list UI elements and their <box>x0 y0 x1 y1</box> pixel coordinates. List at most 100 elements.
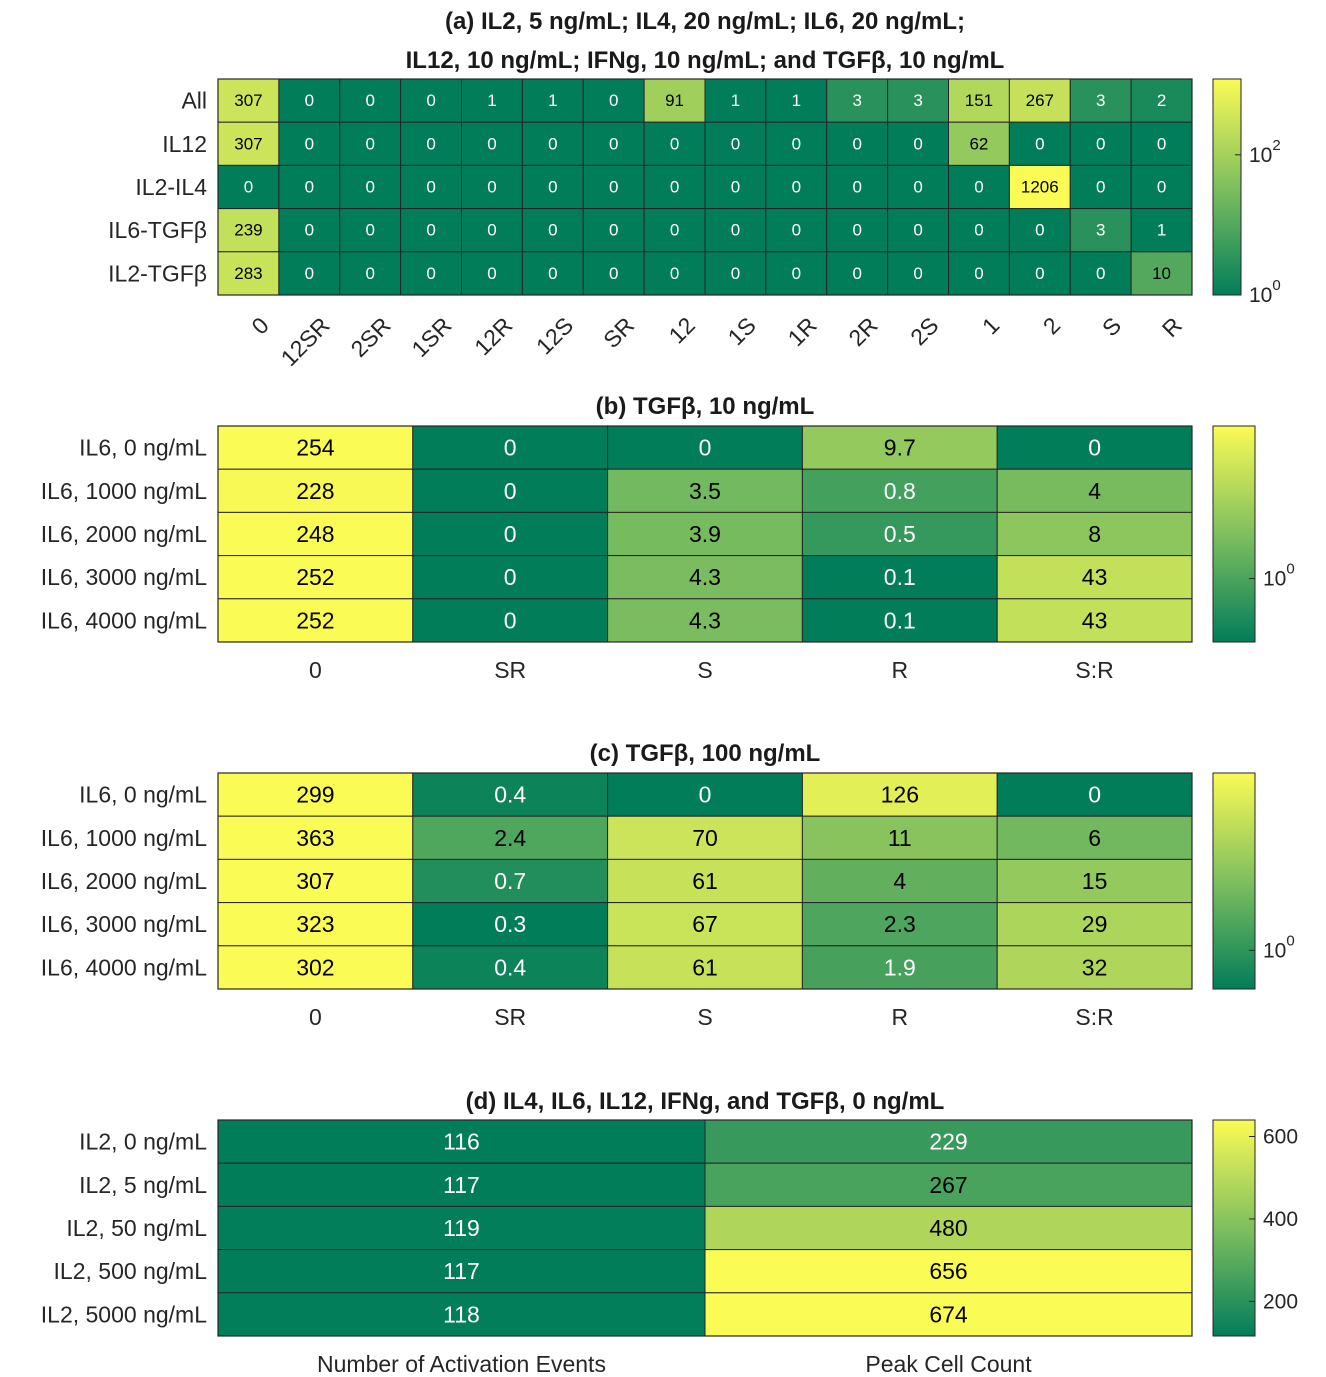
cell-label: 4.3 <box>689 564 721 590</box>
colorbar-tick-label: 100 <box>1263 932 1295 962</box>
row-label: IL2, 5000 ng/mL <box>41 1301 207 1327</box>
chart-title: (a) IL2, 5 ng/mL; IL4, 20 ng/mL; IL6, 20… <box>445 8 965 35</box>
cell-label: 118 <box>443 1301 480 1327</box>
cell-label: 0 <box>426 91 435 110</box>
cell-label: 0 <box>609 134 618 153</box>
heatmap-cell <box>1069 251 1132 296</box>
cell-label: 0.4 <box>494 954 526 980</box>
heatmap-cell <box>217 511 414 557</box>
cell-label: 0 <box>731 178 740 197</box>
heatmap-frame <box>217 1119 1193 1337</box>
row-label: IL2, 5 ng/mL <box>79 1172 207 1198</box>
cell-label: 0 <box>731 221 740 240</box>
cell-label: 1 <box>487 91 496 110</box>
heatmap-cell <box>801 815 998 860</box>
cell-label: 0.8 <box>884 478 916 504</box>
cell-label: 0 <box>504 521 517 547</box>
heatmap-cell <box>278 251 341 296</box>
row-label: IL6-TGFβ <box>108 217 207 243</box>
colorbar <box>1212 1119 1256 1337</box>
column-label: 12S <box>531 312 578 359</box>
column-label: S:R <box>1075 1004 1113 1030</box>
row-label: IL2-IL4 <box>135 174 207 200</box>
cell-label: 1.9 <box>884 954 916 980</box>
heatmap-cell <box>887 78 949 123</box>
cell-label: 0 <box>670 221 679 240</box>
cell-label: 363 <box>296 825 334 851</box>
cell-label: 2.4 <box>494 825 526 851</box>
cell-label: 0 <box>426 264 435 283</box>
row-label: All <box>181 88 207 114</box>
row-label: IL12 <box>162 131 207 157</box>
cell-label: 0 <box>699 435 712 461</box>
heatmap-cell <box>461 164 523 210</box>
row-label: IL6, 1000 ng/mL <box>41 478 207 504</box>
cell-label: 0 <box>426 178 435 197</box>
cell-label: 2 <box>1157 91 1166 110</box>
heatmap-cell <box>461 121 523 166</box>
colorbar <box>1212 772 1256 990</box>
heatmap-cell <box>339 251 402 296</box>
column-label: 1 <box>977 312 1004 339</box>
cell-label: 656 <box>929 1258 967 1284</box>
cell-label: 0.7 <box>494 868 526 894</box>
cell-label: 0 <box>305 91 314 110</box>
heatmap-cell <box>217 858 414 904</box>
cell-label: 43 <box>1082 607 1108 633</box>
heatmap-cell <box>826 121 889 166</box>
heatmap-cell <box>765 251 828 296</box>
cell-label: 0 <box>1035 134 1044 153</box>
heatmap-cell <box>801 858 998 904</box>
cell-label: 0 <box>365 221 374 240</box>
cell-label: 0 <box>487 264 496 283</box>
cell-label: 0 <box>731 264 740 283</box>
heatmap-cell <box>765 78 828 123</box>
row-label: IL2-TGFβ <box>108 260 207 286</box>
heatmap-cell <box>948 251 1010 296</box>
heatmap-cell <box>217 945 414 990</box>
cell-label: 0 <box>609 91 618 110</box>
heatmap-cell <box>765 164 828 210</box>
heatmap-cell <box>704 1292 1193 1337</box>
cell-label: 0 <box>365 91 374 110</box>
cell-label: 0 <box>365 134 374 153</box>
heatmap-frame <box>217 78 1193 296</box>
heatmap-cell <box>278 208 341 253</box>
heatmap-cell <box>217 902 414 947</box>
heatmap-cell <box>643 208 706 253</box>
heatmap-cell <box>826 164 889 210</box>
heatmap-cell <box>217 555 414 600</box>
cell-label: 3 <box>852 91 861 110</box>
heatmap-cell <box>607 858 803 904</box>
cell-label: 0 <box>609 264 618 283</box>
column-label: 0 <box>309 1004 322 1030</box>
heatmap-cell <box>461 251 523 296</box>
cell-label: 323 <box>296 911 334 937</box>
chart-title: (c) TGFβ, 100 ng/mL <box>590 740 821 767</box>
cell-label: 4 <box>893 868 906 894</box>
cell-label: 0 <box>548 264 557 283</box>
heatmap-cell <box>704 1205 1193 1251</box>
heatmap-cell <box>217 208 280 253</box>
heatmap-cell <box>1130 208 1193 253</box>
cell-label: 0 <box>548 178 557 197</box>
cell-label: 0 <box>974 221 983 240</box>
cell-label: 15 <box>1082 868 1108 894</box>
heatmap-cell <box>412 772 609 817</box>
cell-label: 117 <box>443 1258 480 1284</box>
cell-label: 239 <box>234 221 262 240</box>
column-label: R <box>1157 312 1187 342</box>
cell-label: 119 <box>443 1215 480 1241</box>
chart-title: IL12, 10 ng/mL; IFNg, 10 ng/mL; and TGFβ… <box>406 47 1005 74</box>
heatmap-cell <box>1130 164 1193 210</box>
row-label: IL6, 0 ng/mL <box>79 782 207 808</box>
cell-label: 2.3 <box>884 911 916 937</box>
cell-label: 252 <box>296 564 334 590</box>
cell-label: 0 <box>548 134 557 153</box>
cell-label: 4 <box>1088 478 1101 504</box>
heatmap-cell <box>521 78 584 123</box>
heatmap-cell <box>217 772 414 817</box>
cell-label: 0 <box>852 134 861 153</box>
cell-label: 0 <box>426 134 435 153</box>
heatmap-cell <box>607 511 803 557</box>
